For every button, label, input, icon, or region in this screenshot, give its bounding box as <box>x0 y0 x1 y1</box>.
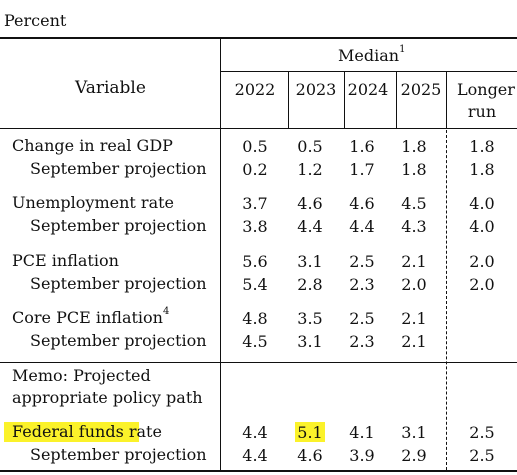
top-rule <box>0 37 517 39</box>
table-cell: 2.0 <box>469 275 495 294</box>
header-rule <box>0 128 517 129</box>
table-cell: 4.3 <box>401 217 427 236</box>
row-label-gdp: Change in real GDP <box>12 136 173 155</box>
row-label-core-pce: Core PCE inflation4 <box>12 307 169 327</box>
table-cell: 4.5 <box>401 194 427 213</box>
table-cell: 4.6 <box>349 194 375 213</box>
table-cell: 3.1 <box>297 332 323 351</box>
table-cell: 1.2 <box>297 160 323 179</box>
table-cell: 4.6 <box>297 194 323 213</box>
table-cell: 1.7 <box>349 160 375 179</box>
median-rule <box>220 71 517 72</box>
table-cell: 3.9 <box>349 446 375 465</box>
table-cell: 4.4 <box>349 217 375 236</box>
median-label: Median <box>338 46 400 65</box>
text-highlight <box>4 422 139 442</box>
table-cell: 2.5 <box>469 446 495 465</box>
row-label-core-pce-september: September projection <box>30 331 207 350</box>
table-cell: 1.8 <box>401 137 427 156</box>
row-label-pce-september: September projection <box>30 274 207 293</box>
year-2023-border <box>288 72 289 129</box>
table-cell: 2.9 <box>401 446 427 465</box>
longer-run-dashed-border <box>446 130 447 470</box>
row-label-unemployment: Unemployment rate <box>12 193 175 212</box>
longer-run-border <box>446 72 447 129</box>
table-cell: 4.4 <box>297 217 323 236</box>
text-highlight <box>295 422 325 442</box>
memo-line-2: appropriate policy path <box>12 388 203 407</box>
table-cell: 4.0 <box>469 217 495 236</box>
row-label-pce: PCE inflation <box>12 251 119 270</box>
table-cell: 5.4 <box>242 275 268 294</box>
table-cell: 3.7 <box>242 194 268 213</box>
table-cell: 3.1 <box>401 423 427 442</box>
table-cell: 2.8 <box>297 275 323 294</box>
median-footnote-marker: 1 <box>399 44 406 55</box>
row-label-federal-funds-rate: Federal funds rate <box>12 422 162 441</box>
table-cell: 4.4 <box>242 423 268 442</box>
table-cell: 4.6 <box>297 446 323 465</box>
table-cell: 0.5 <box>297 137 323 156</box>
variable-header: Variable <box>75 78 146 98</box>
table-cell: 4.5 <box>242 332 268 351</box>
table-cell: 2.5 <box>349 309 375 328</box>
table-cell: 2.1 <box>401 309 427 328</box>
year-2025-border <box>396 72 397 129</box>
year-header-2025: 2025 <box>400 80 442 99</box>
table-cell: 1.8 <box>401 160 427 179</box>
core-pce-footnote-marker: 4 <box>162 306 170 317</box>
table-cell: 2.3 <box>349 275 375 294</box>
table-cell: 2.0 <box>469 252 495 271</box>
table-cell: 4.4 <box>242 446 268 465</box>
table-cell: 0.5 <box>242 137 268 156</box>
memo-line-1: Memo: Projected <box>12 366 151 385</box>
core-pce-label: Core PCE inflation <box>12 308 163 327</box>
table-cell: 2.5 <box>469 423 495 442</box>
table-cell: 2.1 <box>401 252 427 271</box>
table-cell: 4.0 <box>469 194 495 213</box>
year-header-2024: 2024 <box>347 80 389 99</box>
table-cell: 5.1 <box>297 423 323 442</box>
longer-run-header-line1: Longer <box>457 80 515 99</box>
bottom-rule <box>0 470 517 472</box>
table-cell: 3.5 <box>297 309 323 328</box>
table-cell: 3.1 <box>297 252 323 271</box>
median-header: Median1 <box>338 45 405 65</box>
table-cell: 2.3 <box>349 332 375 351</box>
table-cell: 0.2 <box>242 160 268 179</box>
table-cell: 1.8 <box>469 160 495 179</box>
table-cell: 2.1 <box>401 332 427 351</box>
memo-rule <box>0 362 517 363</box>
table-cell: 4.8 <box>242 309 268 328</box>
row-label-unemployment-september: September projection <box>30 216 207 235</box>
unit-label: Percent <box>4 11 67 30</box>
variable-column-border <box>220 38 221 470</box>
row-label-federal-funds-rate-september: September projection <box>30 445 207 464</box>
row-label-gdp-september: September projection <box>30 159 207 178</box>
table-cell: 5.6 <box>242 252 268 271</box>
table-cell: 2.0 <box>401 275 427 294</box>
year-2024-border <box>344 72 345 129</box>
table-cell: 3.8 <box>242 217 268 236</box>
longer-run-header-line2: run <box>467 102 497 121</box>
table-cell: 4.1 <box>349 423 375 442</box>
year-header-2023: 2023 <box>295 80 337 99</box>
table-cell: 2.5 <box>349 252 375 271</box>
table-cell: 1.6 <box>349 137 375 156</box>
year-header-2022: 2022 <box>234 80 276 99</box>
table-cell: 1.8 <box>469 137 495 156</box>
